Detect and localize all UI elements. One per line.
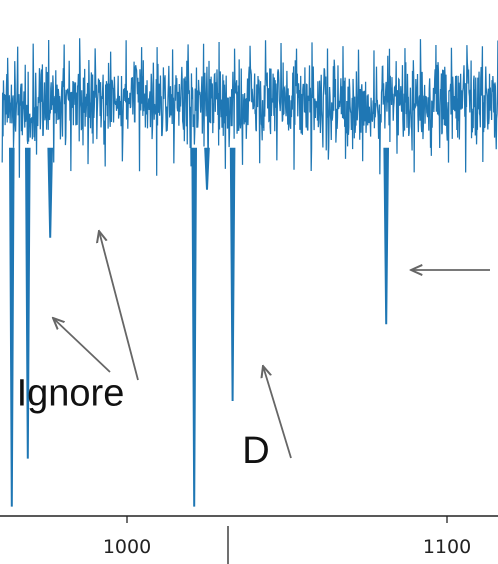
series-layer: [1, 38, 498, 507]
annotation-arrows: [53, 231, 490, 459]
ignore-arrow-2: [99, 231, 139, 381]
d-arrow: [263, 366, 292, 459]
series-dip-4: [191, 147, 198, 507]
x-tick-label-1000: 1000: [103, 536, 151, 558]
x-tick-label-1100: 1100: [423, 536, 471, 558]
x-axis: [0, 515, 498, 564]
series-baseline-line: [1, 38, 498, 178]
chart-labels: 1000 1100 Ignore D: [17, 372, 472, 558]
series-dip-5: [204, 147, 210, 190]
series-dip-3: [47, 147, 54, 238]
annotation-label-ignore: Ignore: [17, 372, 125, 414]
series-dip-7: [383, 147, 390, 325]
ignore-arrow-1: [53, 318, 111, 373]
annotation-label-d: D: [242, 430, 269, 472]
series-dip-6: [229, 147, 236, 401]
series-dip-2: [24, 147, 31, 459]
series-dip-1: [8, 147, 15, 507]
